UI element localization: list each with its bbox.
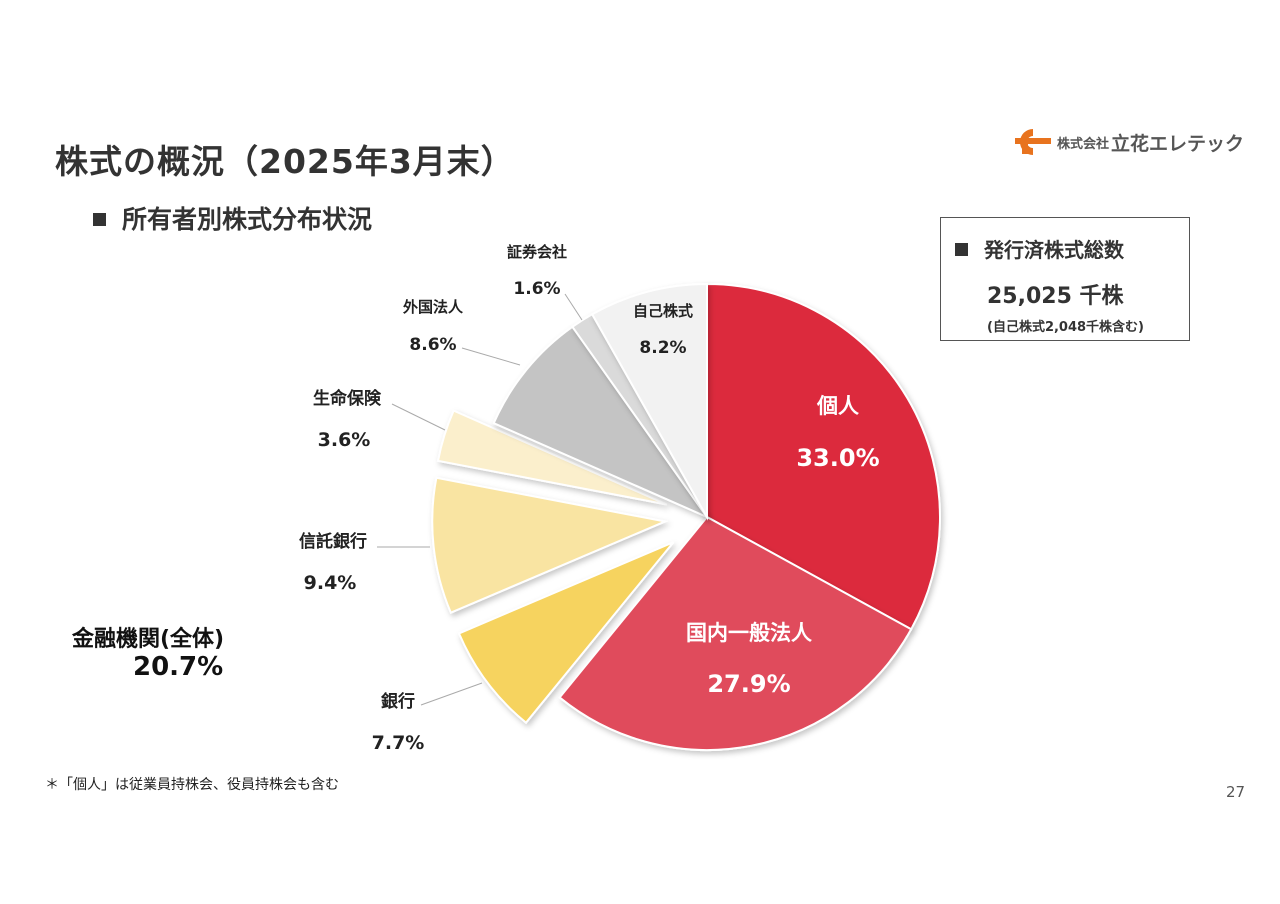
- slice-labels: 個人 33.0% 国内一般法人 27.9% 銀行 7.7% 信託銀行 9.4% 生命保険 3.6%…: [299, 243, 880, 754]
- slice-value-1: 33.0%: [796, 444, 879, 472]
- slice-value-5: 3.6%: [318, 429, 371, 451]
- pie-slice-6: [492, 325, 710, 520]
- shares-total-note: (自己株式2,048千株含む): [987, 320, 1145, 335]
- pie-slice-8: [590, 282, 708, 521]
- slice-label-4: 信託銀行: [299, 531, 367, 552]
- slice-label-3: 銀行: [381, 691, 415, 712]
- leader-line-3: [420, 682, 483, 706]
- slice-value-3: 7.7%: [372, 732, 425, 754]
- pie-slice-1: [706, 282, 941, 631]
- pie-slices: [431, 282, 941, 751]
- company-logo: 株式会社 立花エレテック: [1013, 126, 1244, 158]
- slice-label-1: 個人: [816, 394, 859, 418]
- page-number: 27: [1226, 783, 1246, 801]
- shares-info-heading-text: 発行済株式総数: [984, 238, 1124, 262]
- tc-logo-icon: [1015, 129, 1051, 155]
- section-subtitle-text: 所有者別株式分布状況: [122, 205, 373, 234]
- logo-small-text: 株式会社: [1057, 136, 1110, 152]
- slice-value-7: 1.6%: [513, 279, 560, 299]
- pie-slice-5: [436, 409, 668, 506]
- pie-slice-2: [558, 515, 913, 751]
- page-title: 株式の概況（2025年3月末）: [55, 142, 515, 181]
- leader-lines: [377, 293, 583, 706]
- slice-value-2: 27.9%: [707, 670, 790, 698]
- logo-company-name: 立花エレテック: [1111, 132, 1245, 155]
- shares-info-box: 発行済株式総数 25,025 千株 (自己株式2,048千株含む): [940, 217, 1190, 341]
- leader-line-7: [564, 293, 583, 321]
- leader-line-6: [461, 347, 521, 366]
- leader-line-5: [391, 403, 446, 431]
- slice-label-5: 生命保険: [313, 388, 382, 409]
- section-subtitle: 所有者別株式分布状況: [93, 200, 372, 236]
- slice-label-2: 国内一般法人: [686, 621, 812, 645]
- financial-institutions-value: 20.7%: [133, 652, 224, 682]
- square-bullet-icon: [955, 243, 968, 256]
- slice-label-8: 自己株式: [633, 302, 693, 320]
- shares-total-value: 25,025 千株: [987, 284, 1124, 309]
- slice-label-6: 外国法人: [402, 298, 464, 316]
- footnote: ＊「個人」は従業員持株会、役員持株会も含む: [45, 777, 339, 793]
- pie-slice-3: [457, 541, 675, 725]
- slice-value-8: 8.2%: [639, 338, 686, 358]
- slice-value-6: 8.6%: [409, 335, 456, 355]
- slice-label-7: 証券会社: [507, 243, 567, 261]
- shares-info-heading: 発行済株式総数: [955, 234, 1124, 263]
- pie-slice-4: [431, 476, 669, 614]
- square-bullet-icon: [93, 212, 106, 226]
- financial-institutions-label: 金融機関(全体): [72, 627, 225, 652]
- slice-value-4: 9.4%: [304, 572, 357, 594]
